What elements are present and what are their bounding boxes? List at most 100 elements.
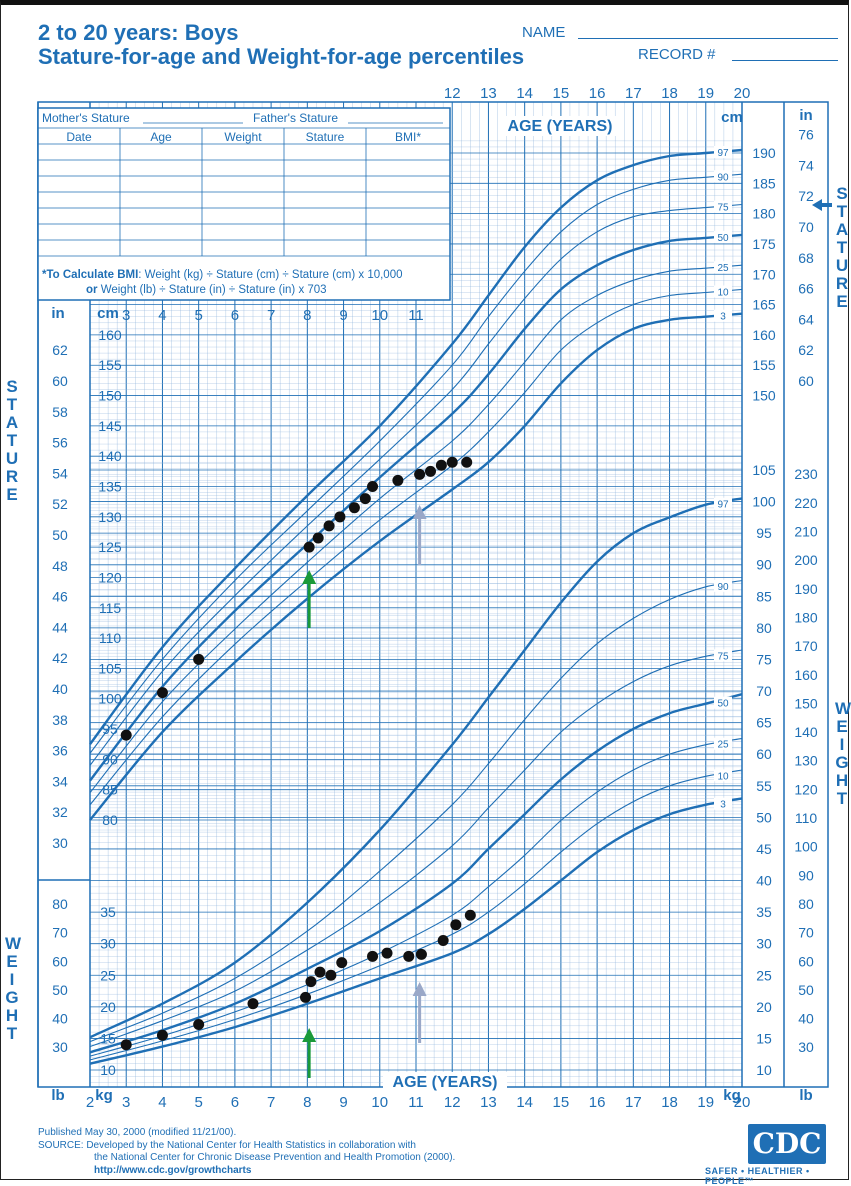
weight-kg-tick-right: 100 (752, 494, 776, 510)
cdc-logo: CDC (748, 1124, 826, 1164)
age-tick-top: 13 (480, 85, 497, 102)
unit-kg-left: kg (95, 1087, 113, 1104)
age-tick-middle: 11 (408, 307, 424, 324)
age-tick-bottom: 14 (516, 1094, 533, 1111)
age-tick-top: 19 (697, 85, 714, 102)
stature-cm-tick-left: 155 (98, 357, 122, 373)
weight-arrow-gray-head (412, 982, 427, 996)
weight-kg-tick-right: 20 (756, 999, 772, 1015)
stature-cm-tick-left: 130 (98, 509, 122, 525)
weight-kg-tick-right: 30 (756, 936, 772, 952)
footer-source: SOURCE: Developed by the National Center… (38, 1139, 416, 1151)
weight-percentile-10-label-bg (714, 769, 732, 782)
stature-percentile-50-line (89, 233, 743, 782)
weight-measurement-dot (381, 947, 393, 959)
weight-percentile-3-line (89, 797, 743, 1065)
stature-cm-tick-left: 85 (102, 782, 118, 798)
weight-measurement-dot (120, 1039, 132, 1051)
age-years-label-bottom-bg (383, 1072, 507, 1092)
weight-kg-tick-left: 20 (100, 999, 116, 1015)
weight-percentile-50-label-bg (714, 696, 732, 709)
age-years-label-bottom: AGE (YEARS) (393, 1074, 498, 1091)
age-tick-top: 20 (734, 85, 751, 102)
name-field[interactable] (578, 38, 838, 39)
age-tick-bottom: 6 (231, 1094, 239, 1111)
weight-percentile-25-line (89, 737, 743, 1057)
age-tick-middle: 10 (371, 307, 388, 324)
unit-lb-left: lb (51, 1087, 64, 1104)
stature-cm-tick-left: 90 (102, 751, 118, 767)
age-tick-middle: 3 (122, 307, 130, 324)
stature-in-tick-left: 60 (52, 373, 68, 389)
form-col-header-date: Date (66, 130, 92, 144)
bmi-note-or: or (86, 284, 98, 296)
age-tick-middle: 4 (158, 307, 166, 324)
page-title: 2 to 20 years: Boys (38, 20, 239, 45)
stature-in-tick-left: 38 (52, 712, 68, 728)
stature-measurement-dot (392, 474, 404, 486)
stature-measurement-dot (334, 511, 346, 523)
weight-kg-tick-right: 85 (756, 588, 772, 604)
footer-url-link[interactable]: http://www.cdc.gov/growthcharts (94, 1164, 252, 1176)
footer-source-cont: the National Center for Chronic Disease … (94, 1152, 456, 1163)
stature-cm-tick-right: 180 (752, 206, 776, 222)
weight-measurement-dot (450, 919, 462, 931)
age-tick-bottom: 17 (625, 1094, 642, 1111)
stature-cm-tick-right: 150 (752, 388, 776, 404)
father-stature-label: Father's Stature (253, 111, 338, 125)
weight-lb-tick-right: 40 (798, 1011, 814, 1027)
record-field[interactable] (732, 60, 838, 61)
age-tick-bottom: 5 (194, 1094, 202, 1111)
weight-lb-tick-right: 220 (794, 495, 818, 511)
age-tick-bottom: 3 (122, 1094, 130, 1111)
weight-lb-tick-right: 180 (794, 609, 818, 625)
stature-arrow-green-head (302, 570, 317, 584)
weight-lb-tick-left: 30 (52, 1039, 68, 1055)
stature-cm-tick-left: 145 (98, 418, 122, 434)
weight-percentile-25-label-bg (714, 737, 732, 750)
weight-percentile-90-label-bg (714, 579, 732, 592)
stature-cm-tick-left: 125 (98, 539, 122, 555)
stature-percentile-10-line (89, 288, 743, 806)
weight-measurement-dot (415, 948, 427, 960)
age-tick-bottom: 15 (553, 1094, 570, 1111)
weight-lb-tick-right: 190 (794, 581, 818, 597)
stature-percentile-75-label: 75 (717, 203, 729, 214)
weight-kg-tick-right: 65 (756, 715, 772, 731)
weight-side-label-left: W E I G H T (5, 934, 22, 1043)
stature-measurement-dot (323, 520, 335, 532)
stature-in-tick-left: 58 (52, 404, 68, 420)
age-tick-bottom: 2 (86, 1094, 94, 1111)
weight-kg-tick-right: 50 (756, 809, 772, 825)
stature-in-tick-right: 66 (798, 281, 814, 297)
stature-in-tick-right: 70 (798, 219, 814, 235)
weight-measurement-dot (464, 909, 476, 921)
stature-percentile-50-label: 50 (717, 233, 729, 244)
stature-pointer-icon (812, 199, 832, 211)
weight-lb-tick-right: 100 (794, 839, 818, 855)
age-tick-middle: 8 (303, 307, 311, 324)
age-tick-bottom: 4 (158, 1094, 166, 1111)
stature-cm-tick-right: 190 (752, 145, 776, 161)
weight-percentile-90-label: 90 (717, 582, 729, 593)
age-tick-bottom: 19 (697, 1094, 714, 1111)
weight-lb-tick-left: 80 (52, 896, 68, 912)
stature-in-tick-left: 36 (52, 743, 68, 759)
age-tick-bottom: 13 (480, 1094, 497, 1111)
age-tick-bottom: 12 (444, 1094, 461, 1111)
unit-cm-left: cm (97, 305, 119, 322)
weight-kg-tick-right: 90 (756, 557, 772, 573)
age-tick-top: 16 (589, 85, 606, 102)
weight-kg-tick-left: 25 (100, 967, 116, 983)
weight-measurement-dot (325, 969, 337, 981)
weight-lb-tick-right: 230 (794, 466, 818, 482)
stature-measurement-dot (461, 456, 473, 468)
unit-in-left: in (51, 305, 64, 322)
stature-in-tick-left: 44 (52, 619, 68, 635)
weight-kg-tick-right: 75 (756, 651, 772, 667)
stature-in-tick-right: 64 (798, 311, 814, 327)
stature-in-tick-left: 62 (52, 342, 68, 358)
weight-kg-tick-right: 80 (756, 620, 772, 636)
weight-kg-tick-right: 105 (752, 462, 776, 478)
